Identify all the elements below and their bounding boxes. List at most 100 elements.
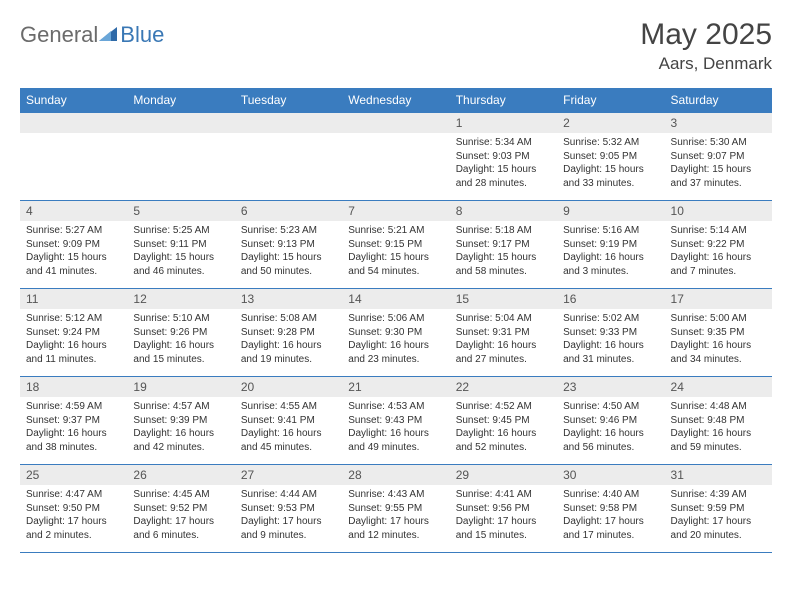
day-line: and 20 minutes. [671, 529, 766, 543]
day-cell: 14Sunrise: 5:06 AMSunset: 9:30 PMDayligh… [342, 289, 449, 377]
day-line: and 42 minutes. [133, 441, 228, 455]
day-content: Sunrise: 5:06 AMSunset: 9:30 PMDaylight:… [342, 309, 449, 372]
day-header: Friday [557, 88, 664, 113]
day-line: and 31 minutes. [563, 353, 658, 367]
day-line: Sunrise: 4:50 AM [563, 400, 658, 414]
day-line: and 33 minutes. [563, 177, 658, 191]
day-cell: 28Sunrise: 4:43 AMSunset: 9:55 PMDayligh… [342, 465, 449, 553]
day-number: 16 [557, 289, 664, 309]
day-line: Sunset: 9:52 PM [133, 502, 228, 516]
day-line: Sunrise: 5:10 AM [133, 312, 228, 326]
day-cell [235, 113, 342, 201]
day-line: and 34 minutes. [671, 353, 766, 367]
day-cell: 22Sunrise: 4:52 AMSunset: 9:45 PMDayligh… [450, 377, 557, 465]
day-cell: 9Sunrise: 5:16 AMSunset: 9:19 PMDaylight… [557, 201, 664, 289]
day-line: Daylight: 16 hours [671, 427, 766, 441]
day-cell: 21 Sunrise: 4:53 AMSunset: 9:43 PMDayligh… [342, 377, 449, 465]
day-number: 6 [235, 201, 342, 221]
day-content: Sunrise: 5:27 AMSunset: 9:09 PMDaylight:… [20, 221, 127, 284]
day-line: and 58 minutes. [456, 265, 551, 279]
day-line: Daylight: 15 hours [348, 251, 443, 265]
header: General Blue May 2025 Aars, Denmark [20, 18, 772, 74]
day-line: Sunset: 9:05 PM [563, 150, 658, 164]
day-line: and 15 minutes. [133, 353, 228, 367]
day-line: and 6 minutes. [133, 529, 228, 543]
day-line: Sunrise: 4:44 AM [241, 488, 336, 502]
day-line: and 52 minutes. [456, 441, 551, 455]
day-number: 19 [127, 377, 234, 397]
day-line: Sunset: 9:28 PM [241, 326, 336, 340]
day-number: 21 [342, 377, 449, 397]
day-line: Daylight: 15 hours [671, 163, 766, 177]
day-line: Sunrise: 4:43 AM [348, 488, 443, 502]
day-cell: 2Sunrise: 5:32 AMSunset: 9:05 PMDaylight… [557, 113, 664, 201]
day-line: Daylight: 15 hours [456, 251, 551, 265]
day-line: Sunrise: 5:21 AM [348, 224, 443, 238]
day-content: Sunrise: 5:10 AMSunset: 9:26 PMDaylight:… [127, 309, 234, 372]
day-content: Sunrise: 4:39 AMSunset: 9:59 PMDaylight:… [665, 485, 772, 548]
day-number: 4 [20, 201, 127, 221]
day-content: Sunrise: 4:41 AMSunset: 9:56 PMDaylight:… [450, 485, 557, 548]
day-line: Sunset: 9:22 PM [671, 238, 766, 252]
day-content: Sunrise: 4:52 AMSunset: 9:45 PMDaylight:… [450, 397, 557, 460]
day-line: Sunrise: 4:53 AM [348, 400, 443, 414]
day-content: Sunrise: 5:34 AMSunset: 9:03 PMDaylight:… [450, 133, 557, 196]
title-block: May 2025 Aars, Denmark [640, 18, 772, 74]
day-cell: 15Sunrise: 5:04 AMSunset: 9:31 PMDayligh… [450, 289, 557, 377]
day-line: Daylight: 15 hours [241, 251, 336, 265]
day-line: Daylight: 16 hours [348, 427, 443, 441]
day-line: Sunset: 9:03 PM [456, 150, 551, 164]
day-content: Sunrise: 5:16 AMSunset: 9:19 PMDaylight:… [557, 221, 664, 284]
day-line: and 45 minutes. [241, 441, 336, 455]
day-line: Sunrise: 5:27 AM [26, 224, 121, 238]
day-cell [127, 113, 234, 201]
day-content: Sunrise: 5:12 AMSunset: 9:24 PMDaylight:… [20, 309, 127, 372]
day-line: Daylight: 17 hours [671, 515, 766, 529]
day-number: 17 [665, 289, 772, 309]
day-line: Sunrise: 5:32 AM [563, 136, 658, 150]
location: Aars, Denmark [640, 54, 772, 74]
day-line: and 49 minutes. [348, 441, 443, 455]
day-number: 23 [557, 377, 664, 397]
day-cell: 1Sunrise: 5:34 AMSunset: 9:03 PMDaylight… [450, 113, 557, 201]
day-content: Sunrise: 4:55 AMSunset: 9:41 PMDaylight:… [235, 397, 342, 460]
day-line: Sunset: 9:13 PM [241, 238, 336, 252]
day-line: Sunset: 9:43 PM [348, 414, 443, 428]
day-line: and 9 minutes. [241, 529, 336, 543]
day-content: Sunrise: 5:08 AMSunset: 9:28 PMDaylight:… [235, 309, 342, 372]
day-line: and 19 minutes. [241, 353, 336, 367]
day-line: Sunrise: 5:14 AM [671, 224, 766, 238]
day-line: Sunset: 9:58 PM [563, 502, 658, 516]
day-line: Daylight: 15 hours [133, 251, 228, 265]
day-content: Sunrise: 5:02 AMSunset: 9:33 PMDaylight:… [557, 309, 664, 372]
day-line: Sunset: 9:19 PM [563, 238, 658, 252]
day-number [20, 113, 127, 133]
week-row: 4Sunrise: 5:27 AMSunset: 9:09 PMDaylight… [20, 201, 772, 289]
day-line: Daylight: 16 hours [563, 251, 658, 265]
day-line: and 11 minutes. [26, 353, 121, 367]
day-line: Sunrise: 4:48 AM [671, 400, 766, 414]
day-header-row: Sunday Monday Tuesday Wednesday Thursday… [20, 88, 772, 113]
day-line: and 37 minutes. [671, 177, 766, 191]
day-cell: 19Sunrise: 4:57 AMSunset: 9:39 PMDayligh… [127, 377, 234, 465]
day-number: 12 [127, 289, 234, 309]
triangle-icon [99, 25, 117, 46]
day-cell: 12Sunrise: 5:10 AMSunset: 9:26 PMDayligh… [127, 289, 234, 377]
month-year: May 2025 [640, 18, 772, 52]
day-number: 5 [127, 201, 234, 221]
day-line: Sunrise: 4:39 AM [671, 488, 766, 502]
day-line: Sunrise: 4:57 AM [133, 400, 228, 414]
day-line: Sunset: 9:07 PM [671, 150, 766, 164]
day-line: Sunset: 9:50 PM [26, 502, 121, 516]
day-line: Daylight: 16 hours [563, 427, 658, 441]
day-cell: 5Sunrise: 5:25 AMSunset: 9:11 PMDaylight… [127, 201, 234, 289]
day-cell: 11Sunrise: 5:12 AMSunset: 9:24 PMDayligh… [20, 289, 127, 377]
day-line: Sunset: 9:55 PM [348, 502, 443, 516]
day-content: Sunrise: 5:04 AMSunset: 9:31 PMDaylight:… [450, 309, 557, 372]
day-cell: 8Sunrise: 5:18 AMSunset: 9:17 PMDaylight… [450, 201, 557, 289]
day-content: Sunrise: 4:44 AMSunset: 9:53 PMDaylight:… [235, 485, 342, 548]
day-line: Daylight: 16 hours [671, 339, 766, 353]
day-number [342, 113, 449, 133]
logo: General Blue [20, 18, 164, 48]
day-line: Daylight: 17 hours [456, 515, 551, 529]
